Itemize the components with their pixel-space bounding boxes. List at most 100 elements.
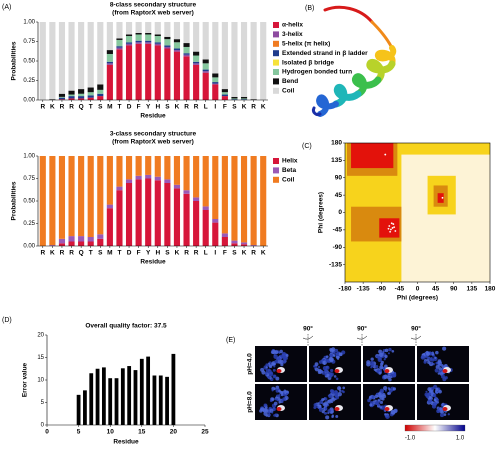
bar-segment (164, 179, 171, 183)
surface-patch (276, 407, 282, 411)
surface-dot (265, 406, 268, 410)
chart-subtitle: (from RaptorX web server) (112, 139, 194, 146)
surface-dot (327, 399, 330, 403)
legend-label: Coil (282, 88, 294, 95)
bar-segment (183, 22, 190, 44)
point (388, 225, 391, 227)
bar-segment (145, 42, 152, 44)
surface-dot (274, 350, 279, 355)
surface-dot (328, 356, 333, 362)
bar-segment (135, 43, 142, 100)
y-tick-label: -135 (329, 261, 342, 268)
bar-segment (183, 46, 190, 54)
bar-segment (87, 22, 94, 88)
x-tick-label: 135 (466, 286, 477, 293)
surface-dot (278, 395, 281, 398)
bar (89, 373, 94, 425)
x-tick-label: 90 (450, 286, 458, 293)
surface-image (309, 384, 361, 420)
surface-dot (275, 376, 280, 381)
y-tick-label: 0.25 (23, 221, 35, 227)
surface-dot (271, 398, 274, 401)
point (441, 196, 444, 199)
surface-dot (434, 368, 439, 373)
surface-dot (263, 411, 268, 416)
x-tick-label: R (69, 250, 74, 257)
bar-segment (173, 50, 181, 52)
y-tick-label: 20 (37, 333, 44, 339)
bar-segment (125, 43, 133, 46)
surface-dot (325, 365, 330, 370)
bar-segment (193, 63, 200, 65)
bar (127, 366, 132, 425)
x-tick-label: R (184, 250, 189, 257)
bar-segment (221, 92, 228, 95)
rotation-label: 90° (411, 325, 421, 333)
bar-segment (68, 90, 75, 95)
bar-segment (135, 175, 142, 180)
bar-segment (68, 156, 75, 237)
surface-dot (393, 409, 398, 414)
bar-segment (125, 42, 133, 44)
bar-segment (154, 22, 161, 35)
x-tick-label: R (194, 250, 199, 257)
bar-segment (193, 201, 200, 246)
bar-segment (183, 54, 190, 57)
bar (108, 378, 113, 425)
bar-segment (58, 22, 66, 94)
surface-dot (332, 354, 336, 357)
surface-dot (426, 356, 430, 360)
bar-segment (135, 22, 142, 33)
bar-segment (58, 238, 66, 244)
surface-dot (264, 372, 268, 376)
surface-dot (278, 393, 281, 397)
surface-dot (325, 415, 330, 420)
surface-dot (385, 414, 390, 419)
surface-dot (335, 414, 339, 418)
bar-segment (212, 156, 219, 219)
bar-segment (250, 99, 257, 100)
bar-segment (183, 56, 190, 100)
surface-dot (386, 375, 391, 380)
surface-dot (443, 413, 447, 417)
surface-dot (321, 410, 325, 414)
chart-title: 8-class secondary structure (110, 2, 197, 9)
y-tick-label: 0.50 (23, 199, 35, 205)
y-tick-label: 0.00 (23, 98, 35, 104)
bar-segment (154, 36, 161, 43)
legend-label: 3-helix (282, 31, 303, 38)
bar-segment (49, 99, 56, 100)
x-tick-label: D (127, 250, 132, 257)
y-tick-label: 5 (41, 400, 45, 406)
x-tick-label: R (194, 104, 199, 111)
surface-dot (280, 363, 284, 367)
legend-label: Beta (282, 167, 296, 174)
bar-segment (78, 156, 85, 237)
x-tick-label: 0 (416, 286, 420, 293)
bar-segment (193, 197, 200, 201)
surface-dot (324, 397, 328, 401)
x-tick-label: S (98, 104, 103, 111)
surface-dot (325, 355, 329, 359)
bar-segment (87, 241, 94, 246)
surface-dot (268, 371, 274, 377)
x-tick-label: T (117, 104, 121, 111)
bar-segment (173, 48, 181, 51)
surface-dot (333, 390, 339, 395)
x-tick-label: R (40, 104, 45, 111)
x-tick-label: R (251, 104, 256, 111)
surface-dot (313, 406, 317, 410)
y-tick-label: -45 (333, 227, 343, 234)
surface-dot (382, 393, 386, 397)
panel-label: (A) (2, 4, 11, 11)
surface-dot (324, 407, 327, 410)
surface-patch (276, 369, 282, 373)
colorbar-label: 1.0 (456, 436, 465, 442)
bar-segment (164, 36, 171, 40)
bar-segment (78, 241, 85, 246)
y-axis-label: Probabilities (11, 181, 18, 220)
bar-segment (116, 156, 123, 187)
y-tick-label: 0 (41, 423, 45, 429)
surface-dot (323, 411, 327, 415)
bar (152, 375, 157, 425)
